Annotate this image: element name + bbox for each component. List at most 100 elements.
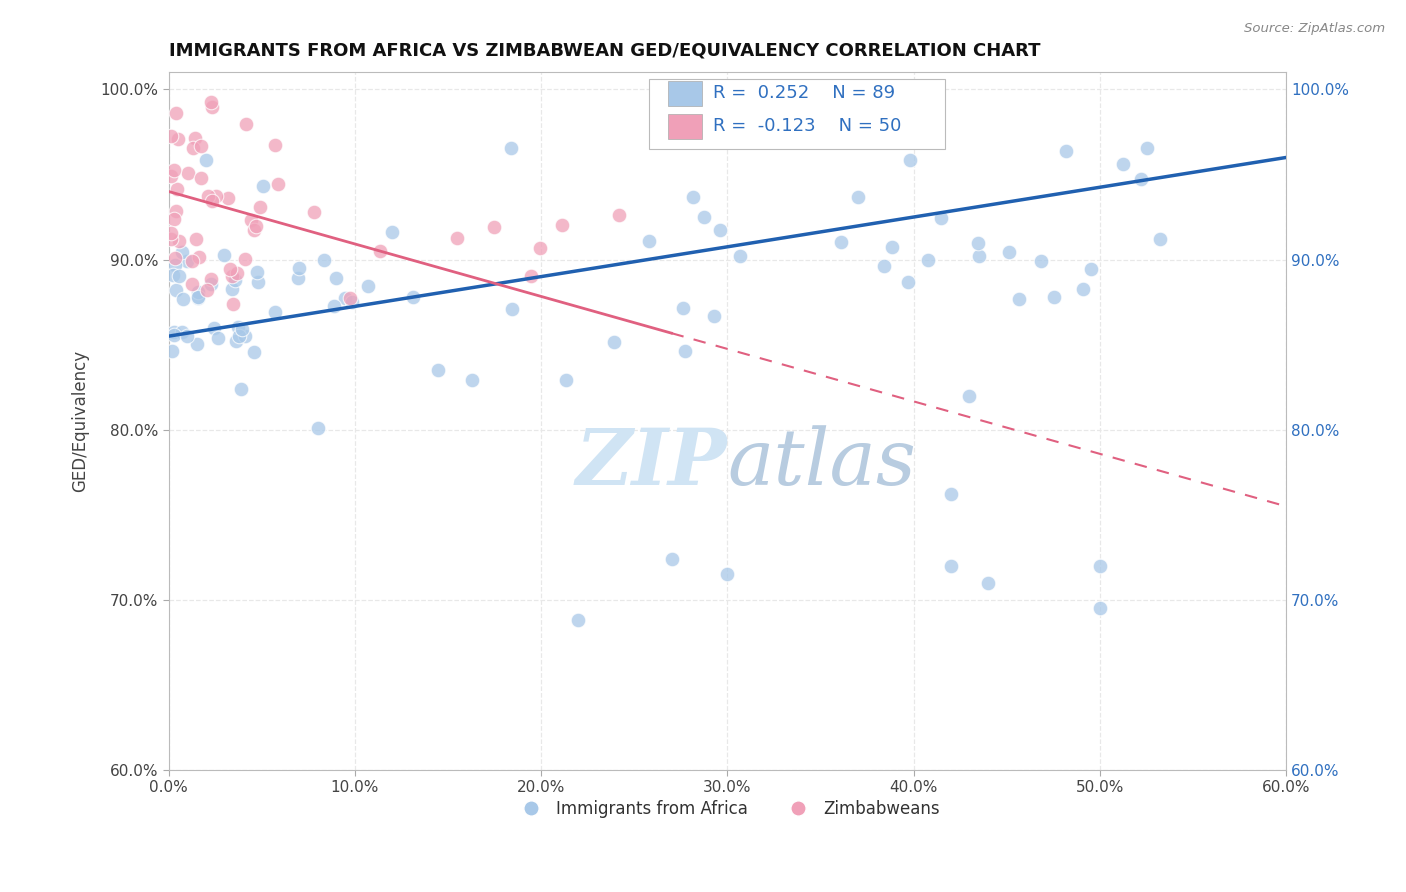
Y-axis label: GED/Equivalency: GED/Equivalency bbox=[72, 351, 89, 492]
Point bbox=[461, 373, 484, 387]
Point bbox=[159, 226, 181, 240]
Point bbox=[247, 276, 270, 290]
Point bbox=[187, 290, 209, 304]
Point bbox=[661, 552, 683, 566]
Text: R =  0.252    N = 89: R = 0.252 N = 89 bbox=[713, 85, 896, 103]
Text: IMMIGRANTS FROM AFRICA VS ZIMBABWEAN GED/EQUIVALENCY CORRELATION CHART: IMMIGRANTS FROM AFRICA VS ZIMBABWEAN GED… bbox=[169, 42, 1040, 60]
Point bbox=[207, 331, 229, 345]
Point bbox=[176, 166, 198, 180]
Point bbox=[163, 325, 186, 339]
Point bbox=[340, 295, 363, 310]
Point bbox=[202, 321, 225, 335]
Point bbox=[190, 170, 212, 185]
Point bbox=[172, 326, 194, 340]
Point bbox=[243, 344, 266, 359]
Point bbox=[249, 200, 271, 214]
Point bbox=[167, 131, 190, 145]
Point bbox=[219, 261, 242, 276]
Point bbox=[222, 296, 245, 310]
Point bbox=[519, 268, 541, 283]
Point bbox=[898, 153, 921, 168]
Point bbox=[482, 220, 505, 235]
Point bbox=[917, 252, 939, 267]
Point bbox=[264, 138, 287, 153]
Point bbox=[162, 328, 184, 343]
Point bbox=[1071, 282, 1094, 296]
Point bbox=[169, 269, 191, 284]
Point bbox=[1054, 145, 1077, 159]
Text: atlas: atlas bbox=[727, 425, 917, 501]
Point bbox=[231, 321, 253, 335]
Point bbox=[312, 252, 335, 267]
Point bbox=[166, 182, 188, 196]
Point bbox=[550, 218, 572, 232]
Point bbox=[217, 191, 239, 205]
Point bbox=[221, 282, 243, 296]
Point bbox=[939, 487, 962, 501]
Point bbox=[239, 212, 262, 227]
Point bbox=[186, 337, 208, 351]
Point bbox=[163, 163, 186, 178]
Point bbox=[200, 100, 222, 114]
Point bbox=[325, 271, 347, 285]
Point bbox=[709, 223, 731, 237]
Point bbox=[998, 245, 1021, 260]
Point bbox=[184, 232, 207, 246]
Point bbox=[848, 190, 870, 204]
Text: R =  -0.123    N = 50: R = -0.123 N = 50 bbox=[713, 117, 901, 136]
Point bbox=[307, 421, 329, 435]
Point bbox=[1008, 293, 1031, 307]
Point bbox=[830, 235, 852, 249]
Point bbox=[190, 139, 212, 153]
Point bbox=[200, 95, 222, 110]
Point bbox=[195, 283, 218, 297]
Point bbox=[499, 141, 522, 155]
Point bbox=[873, 259, 896, 273]
Point bbox=[555, 373, 578, 387]
Point bbox=[1149, 231, 1171, 245]
Point bbox=[200, 272, 222, 286]
Point bbox=[184, 131, 207, 145]
Point bbox=[225, 334, 247, 348]
Point bbox=[716, 567, 738, 582]
Point bbox=[602, 334, 624, 349]
Point bbox=[162, 344, 184, 359]
Point bbox=[966, 235, 988, 250]
Bar bbox=[668, 113, 702, 138]
Point bbox=[1031, 254, 1053, 268]
Point bbox=[381, 225, 404, 239]
Point bbox=[368, 244, 391, 258]
FancyBboxPatch shape bbox=[650, 79, 945, 149]
Point bbox=[703, 310, 725, 324]
Point bbox=[233, 328, 256, 343]
Bar bbox=[668, 81, 702, 106]
Point bbox=[187, 291, 209, 305]
Point bbox=[897, 276, 920, 290]
Point bbox=[967, 249, 990, 263]
Point bbox=[224, 273, 246, 287]
Point bbox=[176, 328, 198, 343]
Point bbox=[200, 277, 222, 291]
Point bbox=[501, 301, 523, 316]
Point bbox=[287, 271, 309, 285]
Point bbox=[302, 205, 325, 219]
Point bbox=[339, 291, 361, 305]
Point bbox=[235, 117, 257, 131]
Point bbox=[567, 613, 589, 627]
Point bbox=[160, 129, 183, 144]
Point bbox=[162, 268, 184, 282]
Point bbox=[929, 211, 952, 226]
Point bbox=[167, 234, 190, 248]
Point bbox=[880, 240, 903, 254]
Point bbox=[187, 250, 209, 264]
Point bbox=[427, 363, 450, 377]
Point bbox=[607, 208, 630, 222]
Point bbox=[233, 252, 256, 266]
Point bbox=[194, 153, 217, 167]
Point bbox=[267, 177, 290, 191]
Point bbox=[180, 253, 202, 268]
Point bbox=[333, 291, 356, 305]
Point bbox=[673, 343, 696, 358]
Point bbox=[529, 241, 551, 255]
Point bbox=[181, 141, 204, 155]
